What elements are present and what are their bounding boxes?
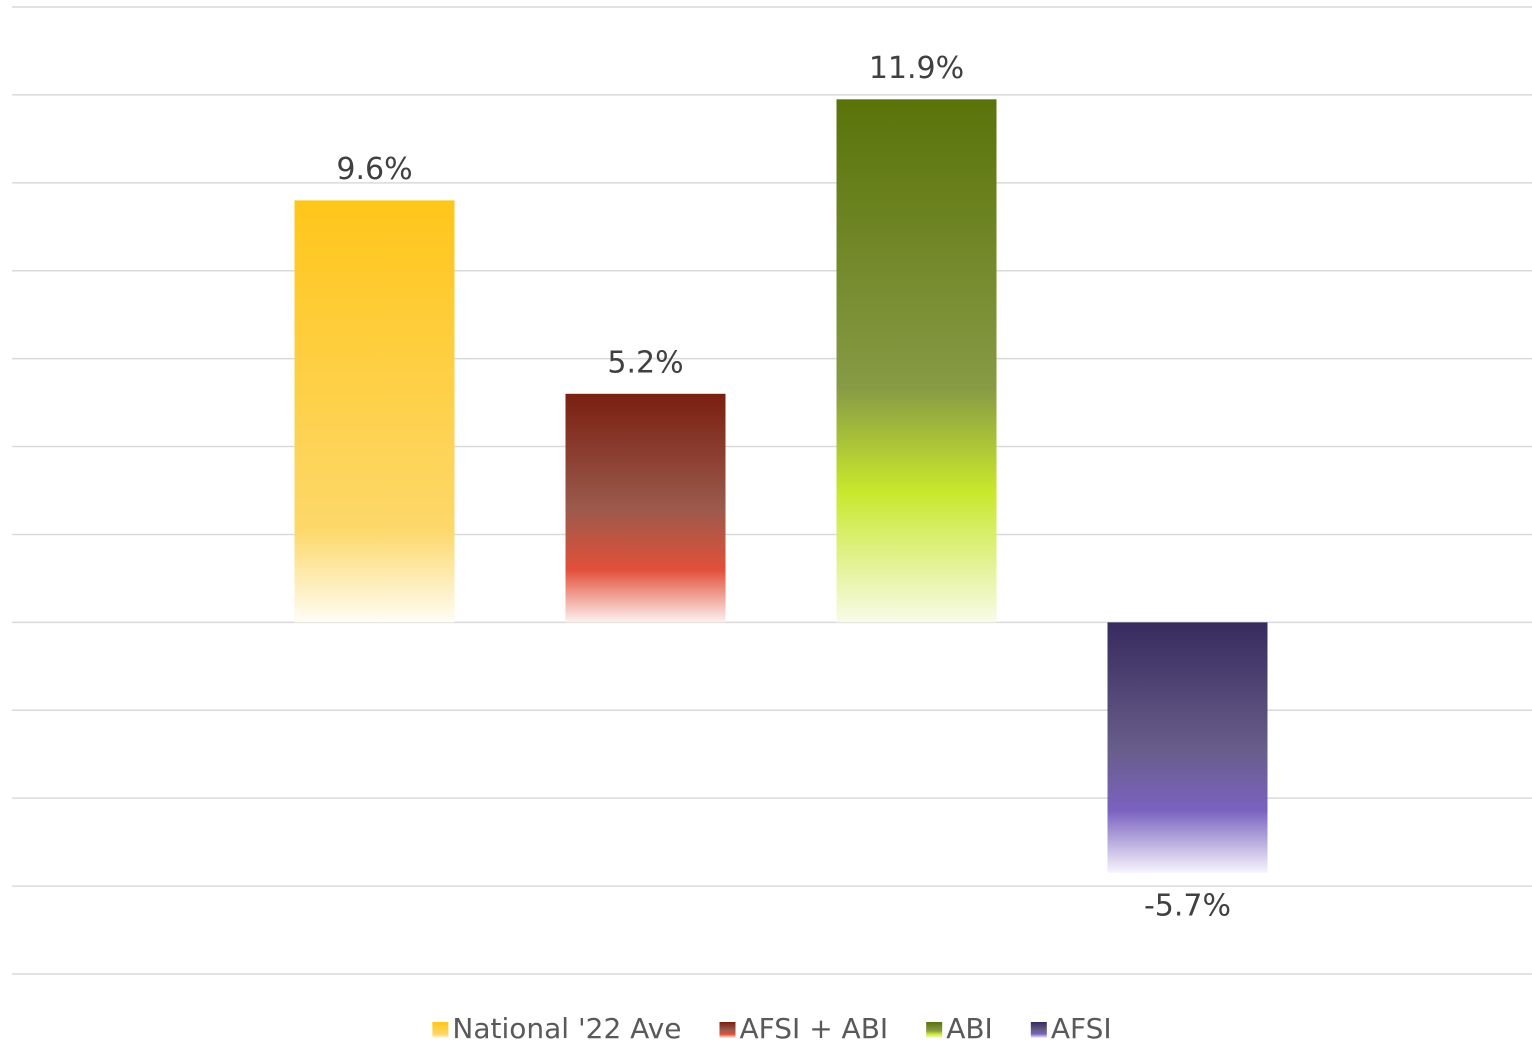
legend-label: AFSI [1051, 1012, 1112, 1045]
legend-swatch [926, 1022, 943, 1038]
legend-label: AFSI + ABI [740, 1012, 889, 1045]
bar [1107, 622, 1268, 873]
data-label: 9.6% [336, 152, 412, 187]
legend-label: ABI [946, 1012, 993, 1045]
legend-label: National '22 Ave [452, 1012, 681, 1045]
data-label: 11.9% [869, 51, 964, 86]
legend-swatch [719, 1022, 736, 1038]
bar [565, 393, 726, 623]
bar [836, 99, 997, 623]
legend-swatch [432, 1022, 449, 1038]
legend-swatch [1030, 1022, 1047, 1038]
bar [294, 200, 455, 623]
data-label: 5.2% [607, 345, 683, 380]
data-label: -5.7% [1144, 888, 1231, 923]
